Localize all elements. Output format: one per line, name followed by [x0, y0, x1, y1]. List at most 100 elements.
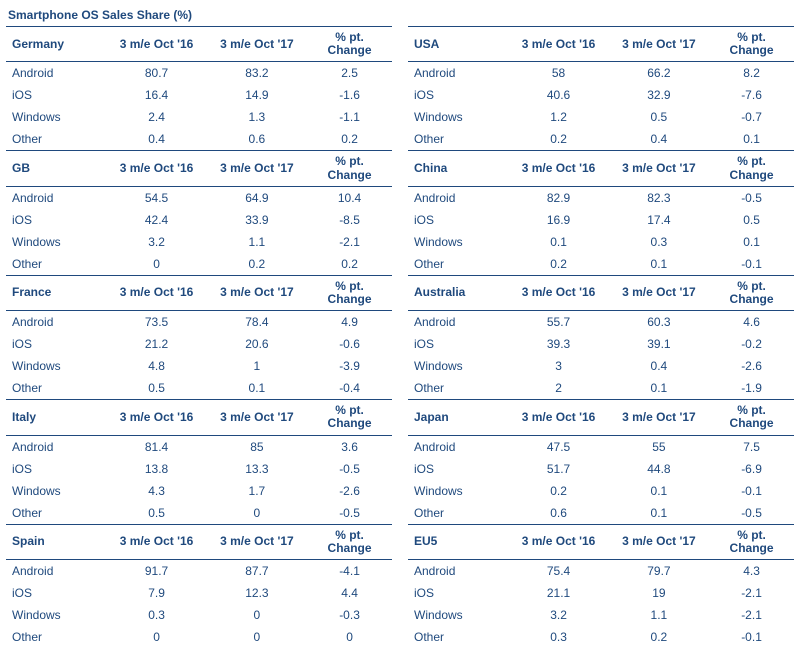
table-row: iOS21.119-2.1 [408, 582, 794, 604]
os-label: iOS [408, 582, 508, 604]
country-name: Australia [408, 275, 508, 310]
os-label: iOS [408, 84, 508, 106]
os-label: Android [408, 559, 508, 582]
value-17: 39.1 [609, 333, 709, 355]
country-name: Germany [6, 27, 106, 62]
value-17: 32.9 [609, 84, 709, 106]
value-17: 66.2 [609, 62, 709, 85]
value-16: 2.4 [106, 106, 206, 128]
value-change: -1.9 [709, 377, 794, 400]
value-16: 0 [106, 626, 206, 648]
os-label: Android [408, 186, 508, 209]
col-header-period-17: 3 m/e Oct '17 [609, 27, 709, 62]
table-row: Windows1.20.5-0.7 [408, 106, 794, 128]
os-label: Windows [408, 604, 508, 626]
col-header-period-16: 3 m/e Oct '16 [106, 524, 206, 559]
value-change: 10.4 [307, 186, 392, 209]
table-row: iOS13.813.3-0.5 [6, 458, 392, 480]
data-table: Germany3 m/e Oct '163 m/e Oct '17% pt.Ch… [6, 26, 392, 648]
col-header-period-17: 3 m/e Oct '17 [207, 275, 307, 310]
table-row: Windows30.4-2.6 [408, 355, 794, 377]
os-label: Other [6, 128, 106, 151]
value-change: 4.9 [307, 311, 392, 334]
value-16: 3.2 [106, 231, 206, 253]
os-label: Other [408, 128, 508, 151]
value-change: -0.1 [709, 253, 794, 276]
value-change: -0.5 [307, 458, 392, 480]
country-header-row: China3 m/e Oct '163 m/e Oct '17% pt.Chan… [408, 151, 794, 186]
value-16: 0.1 [508, 231, 608, 253]
country-name: Spain [6, 524, 106, 559]
value-change: 7.5 [709, 435, 794, 458]
value-17: 20.6 [207, 333, 307, 355]
table-row: Other0.60.1-0.5 [408, 502, 794, 525]
col-header-period-17: 3 m/e Oct '17 [609, 275, 709, 310]
table-row: Android55.760.34.6 [408, 311, 794, 334]
os-label: Other [6, 502, 106, 525]
value-17: 14.9 [207, 84, 307, 106]
os-label: Windows [6, 480, 106, 502]
value-17: 1.1 [609, 604, 709, 626]
table-row: Windows3.21.1-2.1 [408, 604, 794, 626]
os-label: iOS [408, 209, 508, 231]
os-label: Android [6, 62, 106, 85]
value-16: 55.7 [508, 311, 608, 334]
table-row: Android91.787.7-4.1 [6, 559, 392, 582]
country-name: Italy [6, 400, 106, 435]
table-row: Windows0.30-0.3 [6, 604, 392, 626]
col-header-period-17: 3 m/e Oct '17 [207, 524, 307, 559]
col-header-period-16: 3 m/e Oct '16 [508, 275, 608, 310]
value-16: 0.2 [508, 480, 608, 502]
value-16: 54.5 [106, 186, 206, 209]
col-header-period-16: 3 m/e Oct '16 [508, 524, 608, 559]
value-change: 0.1 [709, 128, 794, 151]
value-change: 3.6 [307, 435, 392, 458]
table-row: iOS42.433.9-8.5 [6, 209, 392, 231]
table-row: Other0.20.40.1 [408, 128, 794, 151]
value-16: 0.5 [106, 377, 206, 400]
value-17: 79.7 [609, 559, 709, 582]
value-17: 83.2 [207, 62, 307, 85]
value-17: 87.7 [207, 559, 307, 582]
country-name: China [408, 151, 508, 186]
value-change: 8.2 [709, 62, 794, 85]
os-label: Android [6, 559, 106, 582]
value-change: -8.5 [307, 209, 392, 231]
country-header-row: Japan3 m/e Oct '163 m/e Oct '17% pt.Chan… [408, 400, 794, 435]
value-16: 21.1 [508, 582, 608, 604]
table-row: Other0.40.60.2 [6, 128, 392, 151]
col-header-change: % pt.Change [709, 524, 794, 559]
value-change: -2.1 [709, 604, 794, 626]
col-header-change: % pt.Change [307, 400, 392, 435]
value-17: 0.1 [609, 377, 709, 400]
value-17: 0 [207, 604, 307, 626]
col-header-period-17: 3 m/e Oct '17 [609, 400, 709, 435]
os-label: Windows [408, 106, 508, 128]
value-17: 13.3 [207, 458, 307, 480]
value-16: 4.3 [106, 480, 206, 502]
value-change: -1.1 [307, 106, 392, 128]
value-17: 0.4 [609, 128, 709, 151]
value-16: 51.7 [508, 458, 608, 480]
table-row: Android81.4853.6 [6, 435, 392, 458]
value-17: 12.3 [207, 582, 307, 604]
table-row: Other20.1-1.9 [408, 377, 794, 400]
col-header-period-17: 3 m/e Oct '17 [207, 400, 307, 435]
table-row: Android47.5557.5 [408, 435, 794, 458]
value-16: 0.3 [106, 604, 206, 626]
table-row: Android80.783.22.5 [6, 62, 392, 85]
col-header-period-17: 3 m/e Oct '17 [207, 151, 307, 186]
value-change: 2.5 [307, 62, 392, 85]
country-header-row: Australia3 m/e Oct '163 m/e Oct '17% pt.… [408, 275, 794, 310]
value-17: 1 [207, 355, 307, 377]
os-label: Other [6, 377, 106, 400]
os-label: Windows [6, 106, 106, 128]
country-header-row: USA3 m/e Oct '163 m/e Oct '17% pt.Change [408, 27, 794, 62]
value-16: 73.5 [106, 311, 206, 334]
os-label: Windows [408, 355, 508, 377]
country-name: EU5 [408, 524, 508, 559]
value-16: 0.5 [106, 502, 206, 525]
col-header-period-16: 3 m/e Oct '16 [106, 151, 206, 186]
value-change: -6.9 [709, 458, 794, 480]
value-change: -0.6 [307, 333, 392, 355]
